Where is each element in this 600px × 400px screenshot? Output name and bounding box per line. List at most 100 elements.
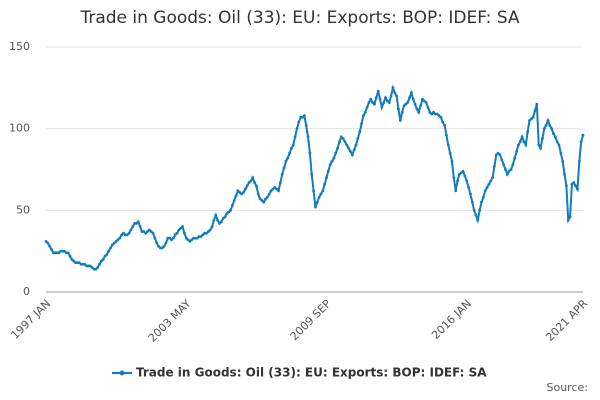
point (326, 169, 330, 173)
point (138, 225, 142, 229)
point (391, 86, 395, 90)
chart-title: Trade in Goods: Oil (33): EU: Exports: B… (79, 8, 519, 28)
point (258, 197, 262, 201)
point (441, 120, 445, 124)
point (422, 99, 426, 103)
point (522, 140, 526, 144)
point (291, 143, 295, 147)
point (343, 140, 347, 144)
point (500, 158, 504, 162)
point (539, 146, 542, 150)
point (288, 151, 291, 155)
point (478, 208, 482, 212)
point (122, 231, 125, 235)
point (334, 151, 338, 155)
point (380, 106, 384, 109)
point (290, 146, 293, 150)
point (243, 187, 247, 191)
point (374, 96, 378, 100)
point (531, 115, 535, 119)
point (131, 225, 135, 229)
point (312, 189, 315, 193)
point (190, 238, 194, 242)
point (146, 230, 149, 233)
point (570, 182, 574, 186)
point (467, 186, 470, 189)
point (186, 238, 190, 242)
point (157, 244, 160, 248)
point (253, 181, 256, 184)
point (302, 114, 306, 117)
point (564, 184, 568, 188)
point (212, 218, 216, 222)
point (371, 101, 375, 104)
point (98, 262, 101, 266)
point (328, 163, 332, 167)
point (472, 208, 476, 212)
point (223, 215, 227, 219)
point (579, 140, 583, 144)
point (216, 218, 220, 222)
point (557, 143, 561, 147)
point (214, 213, 218, 217)
point (179, 226, 183, 230)
point (70, 257, 74, 261)
point (277, 189, 280, 193)
point (330, 159, 334, 163)
point (144, 231, 148, 235)
point (304, 124, 308, 127)
point (507, 169, 511, 173)
point (90, 266, 94, 269)
point (367, 101, 371, 104)
point (72, 259, 76, 263)
point (83, 262, 87, 266)
point (439, 115, 443, 119)
point (459, 171, 463, 175)
point (457, 173, 461, 176)
point (162, 244, 166, 248)
point (266, 195, 269, 199)
point (520, 135, 524, 139)
point (173, 233, 177, 237)
point (221, 217, 225, 220)
point (153, 236, 157, 240)
point (319, 192, 323, 196)
point (256, 192, 260, 196)
point (109, 246, 112, 250)
point (236, 189, 240, 193)
point (195, 236, 199, 240)
point (559, 151, 563, 155)
point (96, 266, 100, 269)
point (465, 179, 469, 183)
point (232, 199, 236, 202)
point (66, 251, 70, 255)
point (393, 91, 397, 95)
point (168, 236, 172, 240)
point (555, 140, 559, 144)
point (537, 143, 541, 147)
point (278, 181, 282, 184)
point (389, 94, 393, 98)
point (317, 195, 321, 199)
y-tick-label: 150 (9, 40, 30, 53)
point (542, 127, 546, 131)
point (208, 228, 212, 232)
y-tick-label: 100 (9, 122, 30, 135)
point (356, 137, 360, 140)
point (445, 133, 448, 137)
point (242, 190, 245, 194)
point (548, 124, 552, 127)
x-tick-label: 2021 APR (543, 297, 590, 344)
point (116, 238, 120, 242)
point (432, 110, 435, 114)
point (369, 97, 373, 101)
point (286, 156, 290, 160)
point (136, 220, 140, 224)
point (120, 233, 124, 237)
point (515, 150, 518, 153)
point (68, 254, 72, 258)
point (553, 135, 557, 139)
point (349, 150, 352, 153)
point (112, 241, 116, 245)
point (365, 106, 369, 109)
